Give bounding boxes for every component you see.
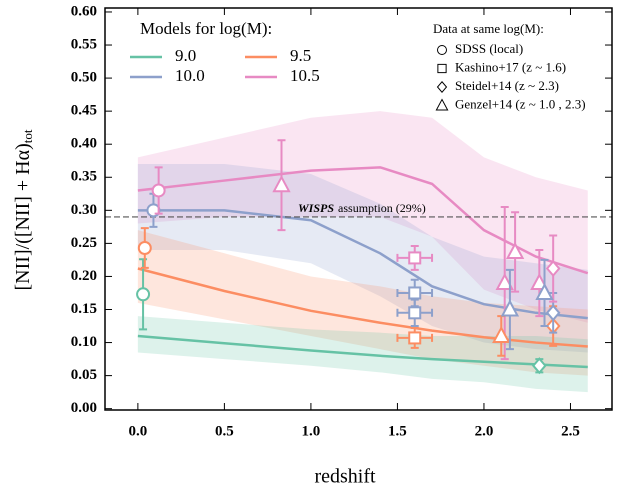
marker bbox=[545, 304, 561, 322]
marker bbox=[436, 81, 448, 93]
marker bbox=[137, 241, 152, 256]
marker bbox=[136, 287, 151, 302]
marker bbox=[437, 63, 447, 74]
observations-legend-label: Genzel+14 (z ~ 1.0 , 2.3) bbox=[455, 96, 586, 111]
x-tick-label: 2.5 bbox=[561, 423, 580, 439]
observations-legend-label: Steidel+14 (z ~ 2.3) bbox=[455, 78, 559, 93]
marker bbox=[272, 175, 291, 193]
marker bbox=[408, 306, 422, 320]
legend-title: Models for log(M): bbox=[140, 19, 272, 38]
x-tick-label: 2.0 bbox=[475, 423, 494, 439]
marker bbox=[505, 241, 525, 259]
model-line bbox=[137, 166, 589, 275]
y-tick-label: 0.50 bbox=[71, 70, 97, 86]
marker bbox=[545, 259, 561, 278]
y-tick-label: 0.10 bbox=[71, 334, 97, 350]
y-tick-label: 0.60 bbox=[71, 3, 97, 19]
legend-label: 9.5 bbox=[290, 46, 311, 65]
marker bbox=[435, 98, 449, 111]
observations-legend-label: Kashino+17 (z ~ 1.6) bbox=[455, 59, 566, 74]
x-axis-label: redshift bbox=[314, 466, 376, 488]
y-tick-label: 0.05 bbox=[71, 367, 97, 383]
y-axis-label-sub: tot bbox=[20, 129, 35, 143]
reference-label-text: assumption (29%) bbox=[338, 201, 426, 215]
observations-legend-label: SDSS (local) bbox=[455, 41, 523, 56]
marker bbox=[495, 272, 514, 291]
y-tick-label: 0.40 bbox=[71, 136, 97, 152]
y-tick-label: 0.15 bbox=[71, 301, 97, 317]
y-tick-label: 0.20 bbox=[71, 268, 97, 284]
y-tick-label: 0.45 bbox=[71, 103, 97, 119]
reference-label-bold: WISPS bbox=[298, 201, 334, 215]
model-line bbox=[137, 334, 588, 369]
marker bbox=[535, 282, 554, 300]
marker bbox=[492, 325, 511, 343]
observations-title: Data at same log(M): bbox=[433, 21, 544, 36]
marker bbox=[500, 299, 520, 317]
x-tick-label: 0.5 bbox=[215, 423, 234, 439]
x-tick-label: 1.5 bbox=[388, 423, 407, 439]
model-line bbox=[137, 267, 588, 348]
plot: WISPS assumption (29%) bbox=[105, 139, 612, 375]
x-tick-label: 0.0 bbox=[129, 423, 148, 439]
legend-label: 10.5 bbox=[290, 66, 320, 85]
model-band bbox=[137, 164, 588, 353]
marker bbox=[437, 45, 447, 55]
y-tick-label: 0.30 bbox=[71, 202, 97, 218]
legend-label: 10.0 bbox=[175, 66, 205, 85]
marker bbox=[532, 357, 547, 375]
y-tick-label: 0.55 bbox=[71, 36, 97, 52]
y-axis-label-main: [NII]/([NII] + Hα) bbox=[12, 143, 34, 290]
y-tick-label: 0.25 bbox=[71, 235, 97, 251]
model-line bbox=[137, 209, 588, 320]
legend-label: 9.0 bbox=[175, 46, 196, 65]
marker bbox=[408, 286, 422, 300]
marker bbox=[151, 183, 166, 198]
y-tick-label: 0.35 bbox=[71, 169, 97, 185]
reference-label: WISPS assumption (29%) bbox=[298, 201, 426, 215]
x-tick-label: 1.0 bbox=[302, 423, 321, 439]
marker bbox=[408, 331, 422, 345]
model-band bbox=[137, 230, 588, 376]
y-axis-label: [NII]/([NII] + Hα)tot bbox=[12, 129, 35, 290]
plot-frame bbox=[104, 7, 613, 411]
y-tick-label: 0.00 bbox=[71, 400, 97, 416]
marker bbox=[408, 251, 422, 265]
